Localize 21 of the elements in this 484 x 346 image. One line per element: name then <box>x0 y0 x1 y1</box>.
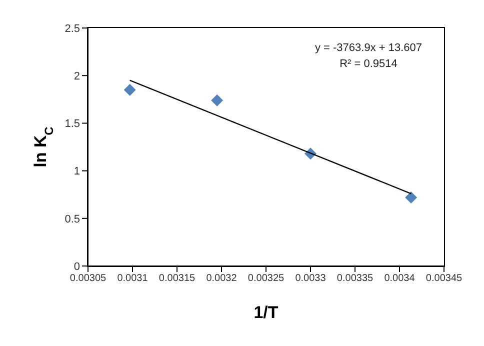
y-tick-label: 0.5 <box>64 213 80 226</box>
x-tick-label: 0.00315 <box>158 273 196 284</box>
x-tick-label: 0.00335 <box>336 273 374 284</box>
point <box>405 191 418 204</box>
x-axis-title: 1/T <box>254 303 279 322</box>
annotation: R² = 0.9514 <box>338 57 398 72</box>
x-tick-label: 0.0031 <box>117 273 148 284</box>
y-tick-label: 2 <box>74 70 80 83</box>
y-tick-label: 1 <box>74 166 80 178</box>
y-tick-label: 2.5 <box>64 22 80 35</box>
point <box>211 94 224 106</box>
x-tick-label: 0.0033 <box>295 273 326 284</box>
point <box>124 84 136 96</box>
annotation: y = -3763.9x + 13.607 <box>314 41 422 56</box>
y-tick-label: 0 <box>74 260 80 273</box>
x-tick-label: 0.0034 <box>384 273 416 284</box>
x-tick-label: 0.00345 <box>426 273 463 284</box>
x-tick-label: 0.0032 <box>206 273 238 284</box>
y-tick-label: 1.5 <box>64 118 80 130</box>
x-tick-label: 0.00325 <box>248 273 285 284</box>
x-tick-label: 0.00305 <box>70 273 107 284</box>
